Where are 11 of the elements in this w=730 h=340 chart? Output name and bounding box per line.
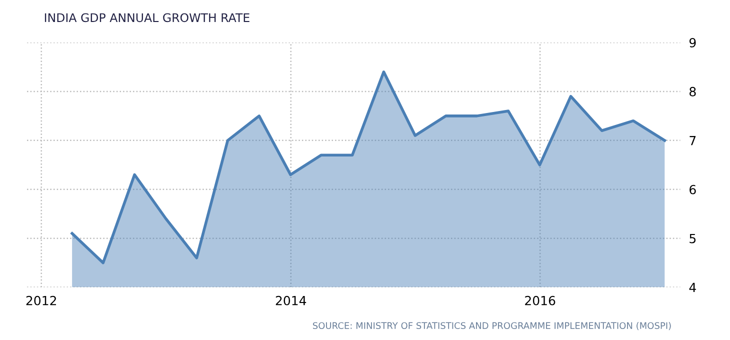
- x-tick-label: 2014: [276, 296, 306, 306]
- y-tick-label: 4: [689, 282, 696, 292]
- y-tick-label: 6: [690, 184, 696, 194]
- x-tick-label: 2016: [525, 296, 556, 306]
- source-note: SOURCE: MINISTRY OF STATISTICS AND PROGRAMME IMPLEMENTATION (MOSPI): [312, 322, 671, 330]
- y-tick-label: 8: [690, 86, 696, 96]
- y-tick-label: 9: [689, 38, 696, 48]
- x-tick-label: 2012: [26, 296, 56, 306]
- y-tick-label: 5: [690, 234, 696, 244]
- y-tick-label: 7: [690, 136, 696, 146]
- chart-title: INDIA GDP ANNUAL GROWTH RATE: [44, 13, 250, 22]
